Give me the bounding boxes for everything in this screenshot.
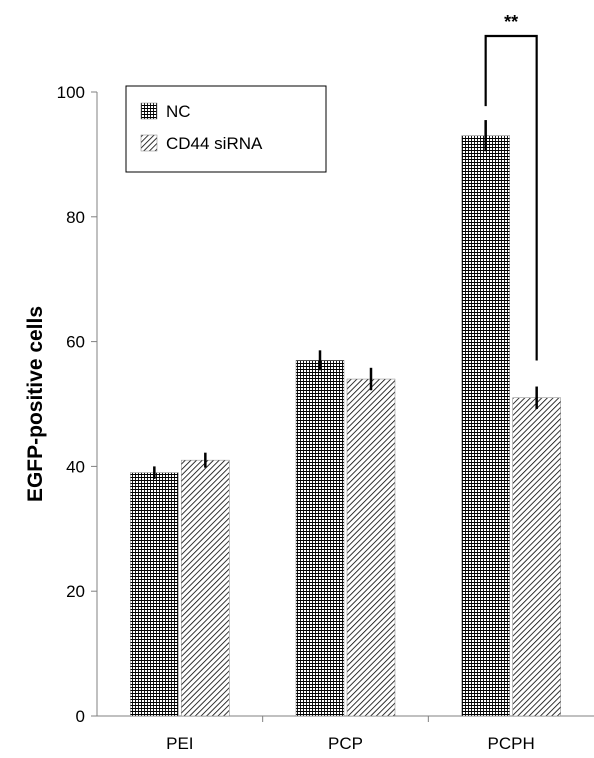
bar-pcp-cd44-sirna xyxy=(346,378,396,717)
bars xyxy=(130,135,561,717)
y-tick-label: 60 xyxy=(66,333,85,352)
y-tick-label: 40 xyxy=(66,457,85,476)
bar-pcph-cd44-sirna xyxy=(512,397,561,717)
bar-pei-cd44-sirna xyxy=(181,459,230,717)
y-tick-label: 80 xyxy=(66,208,85,227)
y-tick-label: 0 xyxy=(76,707,85,726)
bar-pei-nc xyxy=(130,472,179,717)
significance-bracket xyxy=(484,34,538,361)
legend-label: NC xyxy=(166,102,191,121)
y-axis-title: EGFP-positive cells xyxy=(24,306,47,502)
legend-swatch-cd44-sirna xyxy=(140,134,158,152)
legend-swatch-nc xyxy=(140,102,158,120)
bar-pcp-nc xyxy=(295,360,345,717)
x-tick-label: PCPH xyxy=(488,734,535,753)
legend-label: CD44 siRNA xyxy=(166,134,263,153)
significance-annotation: ** xyxy=(484,12,538,361)
error-bars xyxy=(153,120,538,479)
significance-label: ** xyxy=(504,12,518,32)
y-tick-label: 20 xyxy=(66,582,85,601)
axis-labels: 0 20 40 60 80 100 PEI PCP PCPH EGFP-positive cell… xyxy=(24,83,535,753)
axes xyxy=(91,91,594,722)
bar-pcph-nc xyxy=(461,135,510,717)
x-tick-label: PEI xyxy=(166,734,193,753)
legend: NC CD44 siRNA xyxy=(125,85,327,173)
legend-box xyxy=(125,85,327,173)
x-tick-label: PCP xyxy=(328,734,363,753)
y-tick-label: 100 xyxy=(57,83,85,102)
